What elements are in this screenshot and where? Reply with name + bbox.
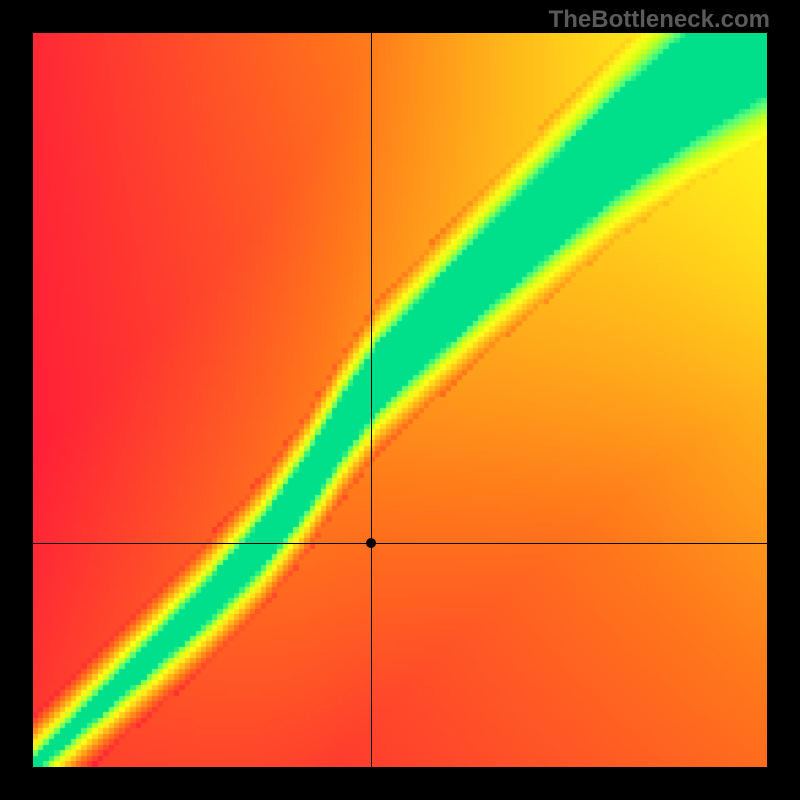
heatmap-canvas [33,33,767,767]
watermark-text: TheBottleneck.com [549,6,770,34]
marker-dot [366,538,376,548]
crosshair-vertical [371,33,372,767]
figure: TheBottleneck.com [0,0,800,800]
crosshair-horizontal [33,543,767,544]
